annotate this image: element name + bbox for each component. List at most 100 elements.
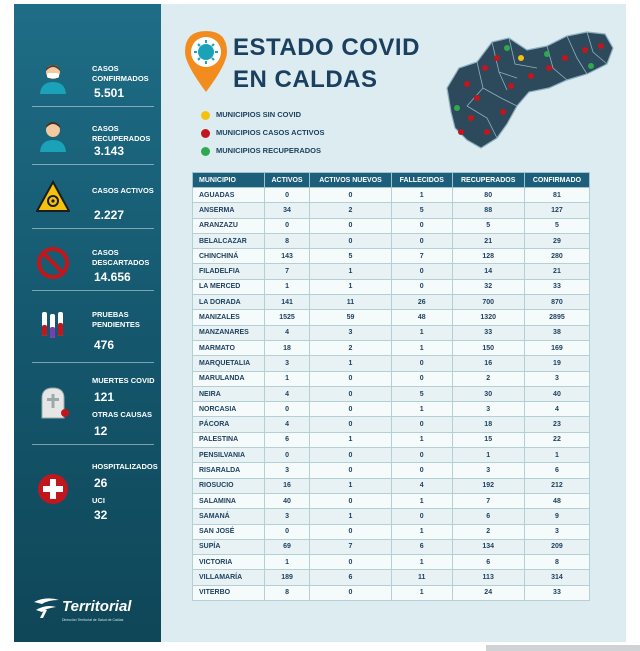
value-cell: 2895	[523, 309, 591, 326]
value-cell: 18	[264, 339, 310, 357]
value-cell: 0	[391, 355, 453, 372]
table-row: BELALCAZAR 8 0 0 21 29	[191, 232, 591, 250]
municipio-cell: SALAMINA	[191, 492, 266, 510]
tombstone-icon	[41, 387, 69, 419]
value-cell: 29	[523, 232, 591, 250]
value-cell: 0	[308, 584, 393, 602]
stat-value: 14.656	[94, 270, 131, 284]
value-cell: 7	[391, 248, 453, 265]
table-row: LA DORADA 141 11 26 700 870	[191, 294, 591, 311]
value-cell: 16	[451, 355, 525, 372]
value-cell: 6	[451, 554, 525, 571]
municipio-cell: SUPÍA	[191, 538, 266, 556]
value-cell: 34	[264, 202, 310, 219]
value-cell: 0	[391, 263, 453, 280]
value-cell: 128	[451, 248, 525, 265]
value-cell: 0	[308, 217, 393, 234]
municipio-cell: RIOSUCIO	[191, 477, 266, 494]
municipio-cell: SAN JOSÉ	[191, 523, 266, 540]
table-row: ARANZAZU 0 0 0 5 5	[191, 217, 591, 234]
value-cell: 1	[264, 554, 310, 571]
value-cell: 4	[264, 385, 310, 403]
column-header: ACTIVOS NUEVOS	[308, 172, 393, 188]
value-cell: 212	[523, 477, 591, 494]
value-cell: 1	[451, 447, 525, 464]
biohazard-warning-icon	[36, 180, 70, 212]
value-cell: 33	[451, 324, 525, 341]
value-cell: 7	[308, 538, 393, 556]
value-cell: 0	[308, 401, 393, 418]
value-cell: 1	[308, 355, 393, 372]
divider	[32, 444, 154, 445]
value-cell: 1525	[264, 309, 310, 326]
page-title-line1: ESTADO COVID	[233, 34, 420, 61]
value-cell: 3	[264, 355, 310, 372]
municipio-cell: PALESTINA	[191, 431, 266, 449]
municipio-cell: AGUADAS	[191, 186, 266, 204]
territorial-swoosh-icon	[34, 598, 59, 618]
value-cell: 8	[264, 232, 310, 250]
value-cell: 0	[264, 523, 310, 540]
municipio-cell: LA DORADA	[191, 294, 266, 311]
stat-label: PRUEBAS PENDIENTES	[92, 310, 140, 329]
value-cell: 38	[523, 324, 591, 341]
legend-item: MUNICIPIOS RECUPERADOS	[201, 146, 321, 156]
value-cell: 6	[451, 508, 525, 525]
table-row: FILADELFIA 7 1 0 14 21	[191, 263, 591, 280]
value-cell: 33	[523, 584, 591, 602]
value-cell: 2	[451, 523, 525, 540]
column-header: RECUPERADOS	[451, 172, 525, 188]
table-row: VICTORIA 1 0 1 6 8	[191, 554, 591, 571]
value-cell: 0	[308, 523, 393, 540]
municipio-cell: MANZANARES	[191, 324, 266, 341]
value-cell: 1	[308, 508, 393, 525]
table-row: SUPÍA 69 7 6 134 209	[191, 538, 591, 556]
value-cell: 0	[308, 416, 393, 433]
value-cell: 14	[451, 263, 525, 280]
municipio-cell: BELALCAZAR	[191, 232, 266, 250]
divider	[32, 362, 154, 363]
column-header: MUNICIPIO	[191, 172, 266, 188]
value-cell: 150	[451, 339, 525, 357]
value-cell: 6	[264, 431, 310, 449]
municipio-cell: FILADELFIA	[191, 263, 266, 280]
stat-value: 12	[94, 424, 108, 438]
municipios-table: MUNICIPIO ACTIVOS ACTIVOS NUEVOS FALLECI…	[191, 172, 591, 602]
divider	[32, 290, 154, 291]
value-cell: 189	[264, 569, 310, 586]
value-cell: 127	[523, 202, 591, 219]
stat-label: CASOS CONFIRMADOS	[92, 64, 149, 83]
table-row: SALAMINA 40 0 1 7 48	[191, 492, 591, 510]
municipio-cell: MARQUETALIA	[191, 355, 266, 372]
legend-item: MUNICIPIOS CASOS ACTIVOS	[201, 128, 324, 138]
value-cell: 1	[308, 431, 393, 449]
municipio-cell: ARANZAZU	[191, 217, 266, 234]
value-cell: 0	[391, 217, 453, 234]
value-cell: 0	[391, 508, 453, 525]
value-cell: 0	[264, 217, 310, 234]
value-cell: 1	[308, 477, 393, 494]
value-cell: 1	[391, 523, 453, 540]
municipio-cell: MARMATO	[191, 339, 266, 357]
value-cell: 0	[308, 370, 393, 387]
value-cell: 1	[391, 339, 453, 357]
value-cell: 141	[264, 294, 310, 311]
table-row: VITERBO 8 0 1 24 33	[191, 584, 591, 602]
value-cell: 48	[523, 492, 591, 510]
table-row: SAMANÁ 3 1 0 6 9	[191, 508, 591, 525]
municipio-cell: VITERBO	[191, 584, 266, 602]
divider	[32, 164, 154, 165]
table-row: AGUADAS 0 0 1 80 81	[191, 186, 591, 204]
value-cell: 0	[391, 416, 453, 433]
green-dot-icon	[201, 146, 210, 156]
prohibited-icon	[37, 247, 69, 279]
municipio-cell: RISARALDA	[191, 462, 266, 479]
value-cell: 0	[391, 278, 453, 296]
column-header: ACTIVOS	[264, 172, 310, 188]
logo-text: Territorial	[62, 598, 132, 615]
stat-label: UCI	[92, 496, 105, 505]
value-cell: 4	[264, 416, 310, 433]
value-cell: 700	[451, 294, 525, 311]
stat-value: 3.143	[94, 144, 125, 158]
value-cell: 40	[264, 492, 310, 510]
